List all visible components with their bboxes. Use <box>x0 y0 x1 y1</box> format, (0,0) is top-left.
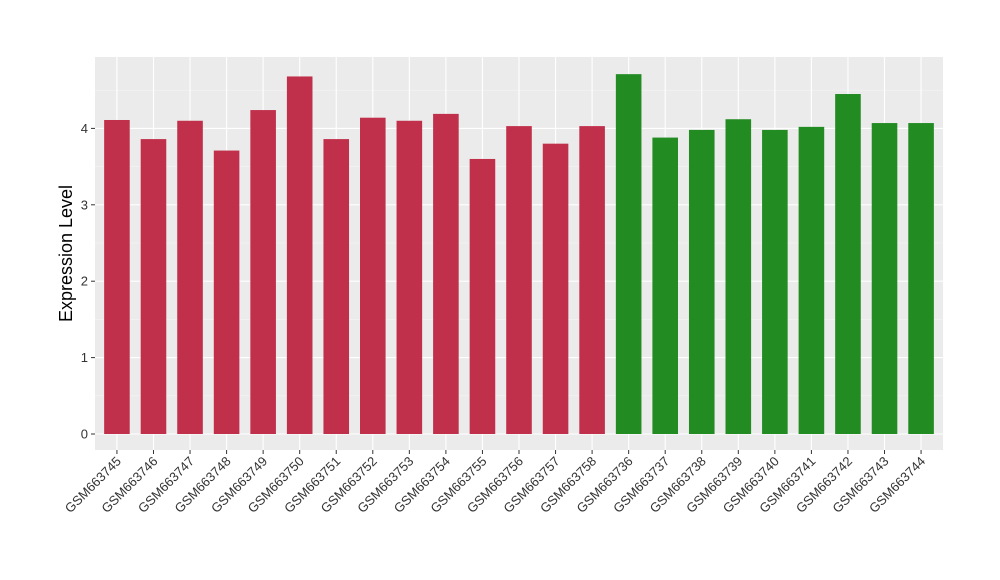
bar-GSM663737 <box>652 137 678 434</box>
bar-GSM663750 <box>286 76 313 434</box>
bar-GSM663751 <box>323 139 350 434</box>
bar-GSM663736 <box>615 74 642 434</box>
y-tick-label: 1 <box>81 350 88 365</box>
bar-GSM663741 <box>798 126 825 434</box>
bar-GSM663756 <box>506 126 532 434</box>
y-tick-label: 4 <box>81 121 88 136</box>
bar-GSM663755 <box>469 158 496 434</box>
bar-GSM663752 <box>360 117 386 434</box>
bar-GSM663743 <box>871 123 898 434</box>
bar-GSM663742 <box>835 94 861 435</box>
bar-GSM663749 <box>250 110 276 435</box>
bar-GSM663748 <box>213 150 240 434</box>
bar-GSM663753 <box>396 120 423 434</box>
bar-GSM663745 <box>104 119 130 434</box>
bar-GSM663746 <box>140 139 167 434</box>
bar-GSM663739 <box>725 119 752 435</box>
bar-GSM663747 <box>177 120 203 434</box>
bar-GSM663738 <box>688 129 715 435</box>
bar-GSM663740 <box>762 129 788 435</box>
bar-GSM663744 <box>908 123 934 434</box>
y-tick-label: 0 <box>81 427 88 442</box>
y-tick-label: 2 <box>81 274 88 289</box>
y-tick-label: 3 <box>81 197 88 212</box>
bar-GSM663757 <box>542 143 569 434</box>
bar-GSM663758 <box>579 126 605 434</box>
bar-GSM663754 <box>433 113 459 434</box>
y-axis-title: Expression Level <box>56 185 76 322</box>
